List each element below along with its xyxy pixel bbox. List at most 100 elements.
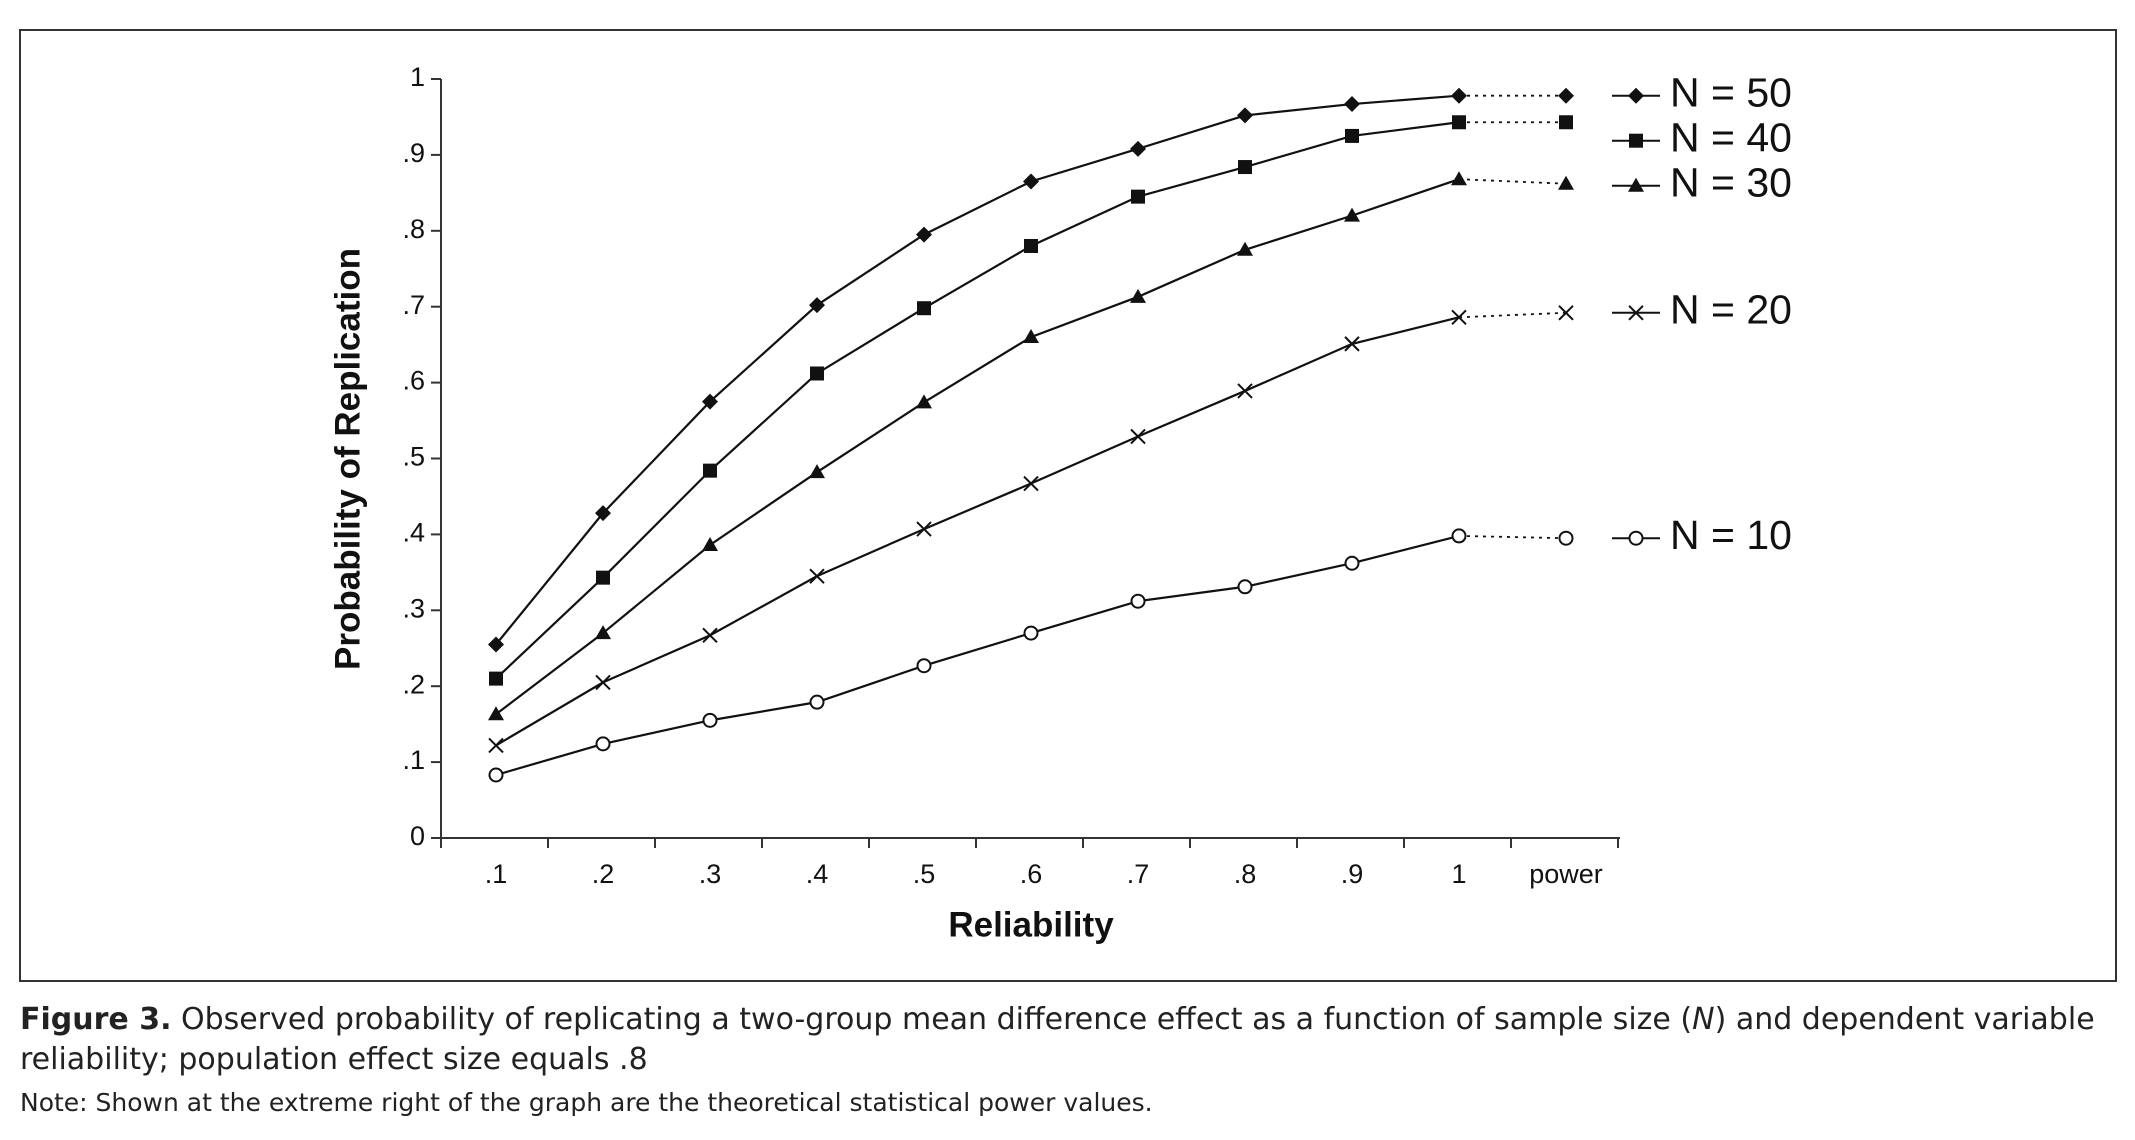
marker <box>916 394 932 409</box>
legend-label: N = 30 <box>1670 160 1792 206</box>
marker <box>1344 555 1360 571</box>
marker <box>1628 177 1644 192</box>
series-line <box>495 121 1460 680</box>
marker <box>1023 625 1039 641</box>
caption-text: ) and dependent variable reliability; po… <box>20 1002 2095 1077</box>
marker <box>488 636 504 653</box>
y-tick-label: 0 <box>410 821 425 851</box>
y-tick-label: .3 <box>402 593 425 623</box>
marker <box>595 505 611 522</box>
marker <box>1558 530 1574 546</box>
x-tick-label: .7 <box>1127 859 1150 889</box>
marker <box>1558 87 1574 104</box>
y-tick-label: .7 <box>402 290 425 320</box>
marker <box>1452 115 1466 130</box>
marker <box>1023 173 1039 190</box>
marker <box>488 767 504 783</box>
marker <box>1344 207 1360 222</box>
y-tick-label: 1 <box>410 62 425 92</box>
marker <box>1629 133 1643 148</box>
marker <box>1451 309 1467 326</box>
marker <box>1345 128 1359 143</box>
marker <box>1628 305 1644 321</box>
legend-label: N = 50 <box>1670 70 1792 116</box>
marker <box>1344 96 1360 113</box>
series-line <box>495 94 1460 646</box>
marker <box>809 568 825 584</box>
power-connector <box>1458 311 1567 319</box>
marker <box>809 297 825 314</box>
marker <box>1237 579 1253 595</box>
caption-label: Figure 3. <box>20 1002 172 1037</box>
marker <box>1237 383 1253 399</box>
legend-label: N = 20 <box>1670 287 1792 333</box>
caption-text: Observed probability of replicating a tw… <box>181 1002 1693 1037</box>
y-tick-label: .9 <box>402 138 425 168</box>
marker <box>1344 336 1360 352</box>
marker <box>1237 241 1253 256</box>
marker <box>916 226 932 243</box>
marker <box>595 625 611 640</box>
x-tick-label: 1 <box>1451 859 1466 889</box>
marker <box>1130 593 1146 609</box>
x-tick-label: .2 <box>592 859 615 889</box>
y-tick-label: .1 <box>402 745 425 775</box>
x-tick-label: .8 <box>1234 859 1257 889</box>
marker <box>702 627 718 644</box>
y-tick-label: .5 <box>402 442 425 472</box>
y-tick-label: .8 <box>402 214 425 244</box>
marker <box>809 694 825 710</box>
marker <box>1451 87 1467 104</box>
caption: Figure 3. Observed probability of replic… <box>20 1000 2120 1080</box>
marker <box>595 674 611 691</box>
marker <box>1451 528 1467 544</box>
series-line <box>495 316 1460 747</box>
caption-italic: N <box>1692 1002 1715 1037</box>
x-tick-label: .3 <box>699 859 722 889</box>
marker <box>1238 160 1252 175</box>
marker <box>916 658 932 674</box>
marker <box>917 301 931 316</box>
marker <box>1023 329 1039 344</box>
marker <box>489 671 503 686</box>
marker <box>1559 115 1573 130</box>
marker <box>1628 87 1644 104</box>
marker <box>1023 475 1039 492</box>
series-line <box>495 178 1460 716</box>
marker <box>702 712 718 728</box>
marker <box>1558 305 1574 321</box>
marker <box>703 463 717 478</box>
series-line <box>495 534 1460 777</box>
y-tick-label: .4 <box>402 518 425 548</box>
x-axis-title: Reliability <box>948 905 1114 944</box>
marker <box>1451 171 1467 186</box>
marker <box>1130 288 1146 303</box>
marker <box>1558 175 1574 190</box>
marker <box>488 706 504 721</box>
marker <box>702 393 718 410</box>
frame <box>19 29 2117 982</box>
marker <box>916 521 932 537</box>
marker <box>702 537 718 552</box>
marker <box>810 366 824 381</box>
marker <box>595 736 611 752</box>
marker <box>1131 189 1145 204</box>
y-axis-title: Probability of Replication <box>328 248 367 670</box>
y-tick-label: .2 <box>402 669 425 699</box>
x-tick-label: .5 <box>913 859 936 889</box>
marker <box>1024 238 1038 253</box>
x-tick-label: power <box>1529 859 1603 889</box>
power-connector <box>1458 178 1567 185</box>
chart: Reliability Probability of Replication 0… <box>19 29 2117 982</box>
power-connector <box>1458 535 1567 540</box>
x-tick-label: .4 <box>806 859 829 889</box>
legend-label: N = 10 <box>1670 512 1792 558</box>
x-tick-label: .6 <box>1020 859 1043 889</box>
marker <box>1237 107 1253 124</box>
marker <box>596 570 610 585</box>
marker <box>809 464 825 479</box>
x-tick-label: .1 <box>485 859 508 889</box>
marker <box>1130 140 1146 157</box>
marker <box>1130 428 1146 445</box>
note: Note: Shown at the extreme right of the … <box>20 1088 1153 1117</box>
